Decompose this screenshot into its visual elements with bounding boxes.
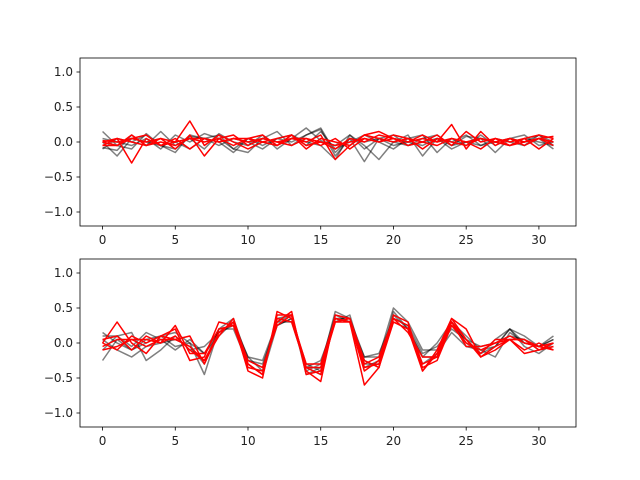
red-series-line-9	[102, 137, 554, 147]
y-tick-label: 0.5	[54, 100, 73, 114]
y-tick-label: 0.5	[54, 301, 73, 315]
x-tick-label: 20	[386, 434, 401, 448]
x-tick-label: 25	[459, 434, 474, 448]
series-lines	[101, 307, 554, 386]
red-series-line-7	[102, 134, 554, 157]
y-tick-label: −0.5	[44, 170, 73, 184]
x-tick-label: 15	[313, 233, 328, 247]
x-tick-label: 25	[459, 233, 474, 247]
red-series-line-9	[102, 314, 554, 369]
bottom-subplot: 0 5 10 15 20 25 30 −1.0 −0.5 0.0 0.5 1.0	[44, 258, 577, 448]
y-tick-label: 1.0	[54, 266, 73, 280]
y-tick-label: −1.0	[44, 205, 73, 219]
x-tick-label: 0	[99, 233, 107, 247]
series-lines	[102, 120, 554, 164]
x-tick-label: 5	[171, 434, 179, 448]
y-tick-label: 0.0	[54, 135, 73, 149]
x-tick-label: 0	[99, 434, 107, 448]
black-series-line-4	[102, 134, 554, 161]
x-tick-label: 30	[531, 233, 546, 247]
x-tick-label: 5	[171, 233, 179, 247]
top-subplot: 0 5 10 15 20 25 30 −1.0 −0.5 0.0 0.5 1.0	[44, 57, 577, 247]
x-tick-label: 15	[313, 434, 328, 448]
red-series-line-5	[102, 120, 554, 164]
x-tick-label: 20	[386, 233, 401, 247]
x-tick-label: 10	[240, 434, 255, 448]
y-tick-label: 0.0	[54, 336, 73, 350]
y-tick-label: 1.0	[54, 65, 73, 79]
x-tick-label: 10	[240, 233, 255, 247]
x-tick-label: 30	[531, 434, 546, 448]
y-tick-label: −1.0	[44, 406, 73, 420]
y-tick-label: −0.5	[44, 371, 73, 385]
